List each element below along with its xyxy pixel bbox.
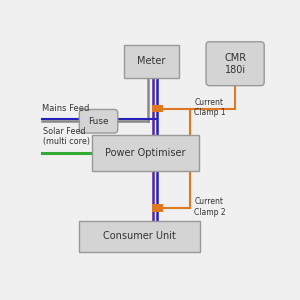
Text: Current
Clamp 2: Current Clamp 2 — [194, 197, 226, 217]
Bar — [152, 105, 163, 112]
Text: CMR
180i: CMR 180i — [224, 53, 246, 74]
Text: Meter: Meter — [137, 56, 166, 66]
Text: Power Optimiser: Power Optimiser — [105, 148, 186, 158]
Text: Solar Feed
(multi core): Solar Feed (multi core) — [43, 127, 90, 146]
FancyBboxPatch shape — [79, 221, 200, 252]
FancyBboxPatch shape — [206, 42, 264, 86]
Text: Fuse: Fuse — [88, 117, 109, 126]
Bar — [152, 204, 163, 212]
FancyBboxPatch shape — [79, 110, 118, 133]
Text: Current
Clamp 1: Current Clamp 1 — [194, 98, 226, 117]
Text: Consumer Unit: Consumer Unit — [103, 231, 176, 242]
FancyBboxPatch shape — [92, 135, 199, 171]
Text: Mains Feed: Mains Feed — [42, 104, 89, 113]
FancyBboxPatch shape — [124, 45, 179, 78]
